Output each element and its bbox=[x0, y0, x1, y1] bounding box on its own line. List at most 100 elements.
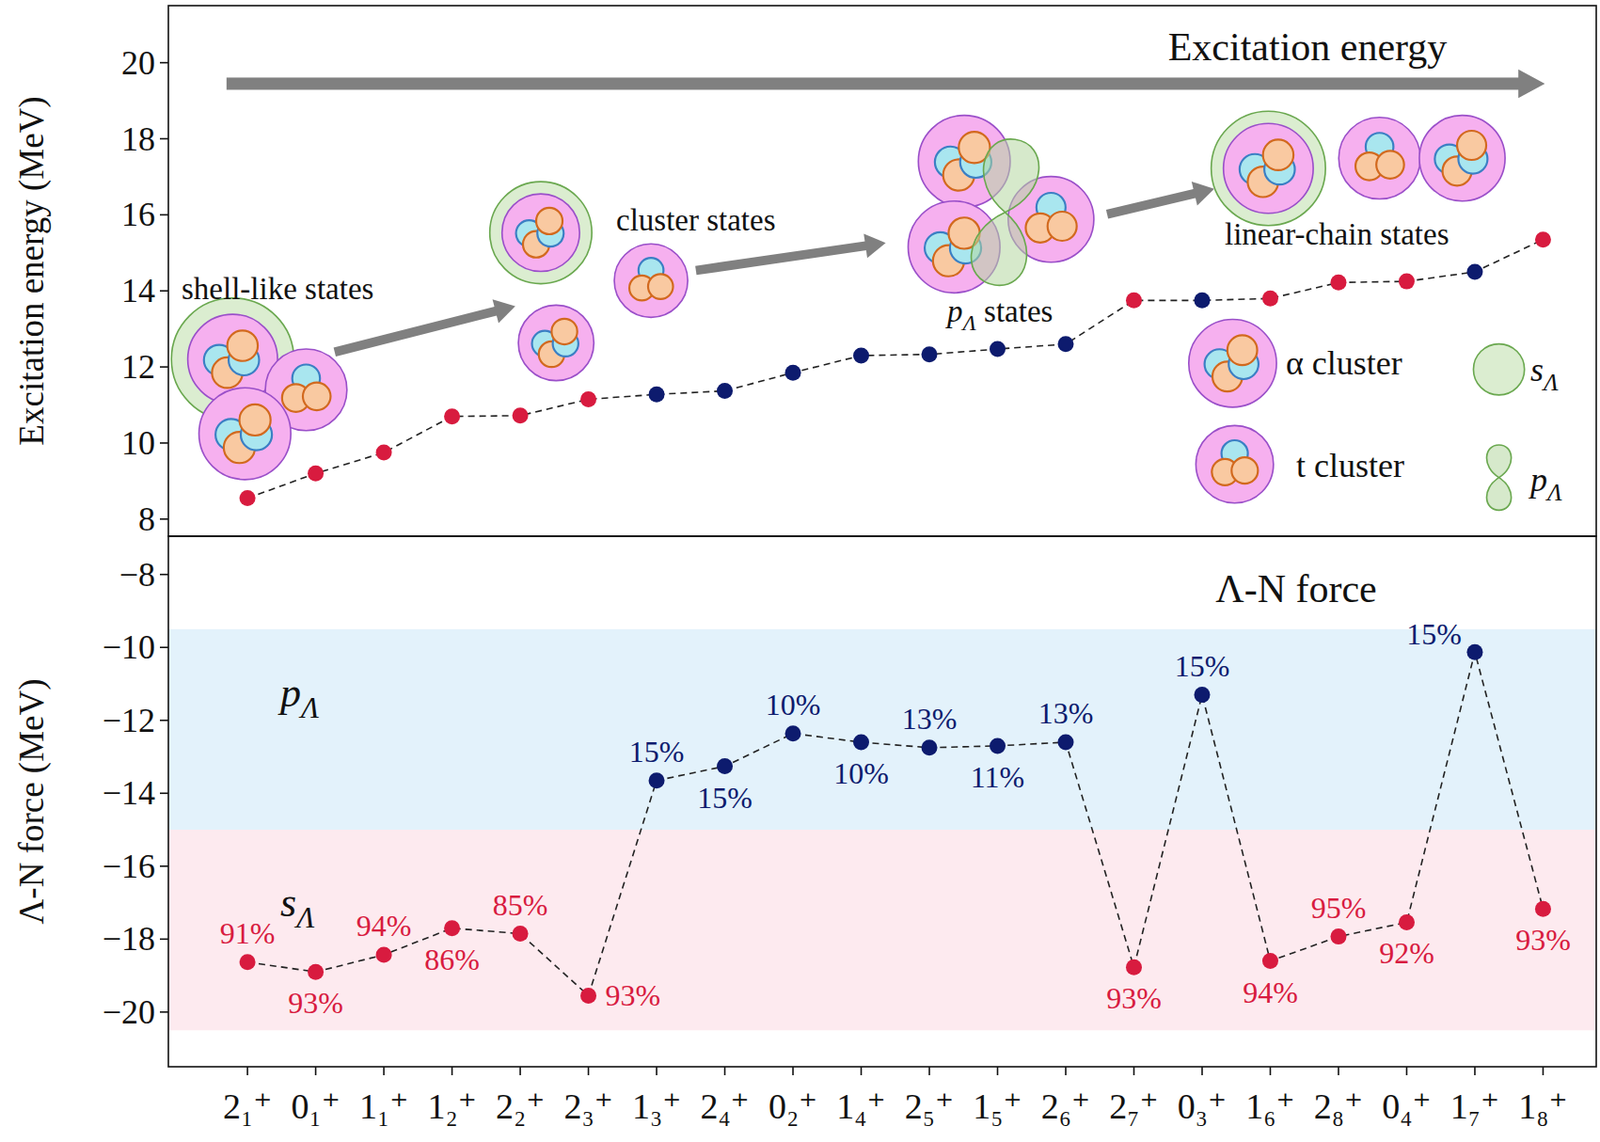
nucleon bbox=[238, 404, 270, 436]
x-tick bbox=[928, 1066, 931, 1076]
y-tick-label: 18 bbox=[121, 120, 156, 159]
annotation: shell-like states bbox=[181, 271, 374, 306]
data-label: 92% bbox=[1378, 935, 1435, 970]
text-part: p bbox=[1527, 460, 1548, 499]
y-tick bbox=[159, 1011, 169, 1014]
nucleon bbox=[1263, 139, 1294, 170]
p-lambda bbox=[967, 135, 1044, 289]
text-part: linear-chain states bbox=[1224, 217, 1449, 252]
arrow-body bbox=[1106, 188, 1198, 219]
alpha-cluster bbox=[1223, 123, 1314, 213]
x-tick bbox=[860, 1066, 863, 1076]
x-tick bbox=[315, 1066, 317, 1076]
data-label: 85% bbox=[492, 887, 549, 922]
point bbox=[512, 407, 529, 424]
nucleon bbox=[227, 330, 258, 361]
y-tick-label: −12 bbox=[102, 701, 156, 740]
data-label: 10% bbox=[833, 756, 889, 791]
y-tick bbox=[159, 518, 169, 521]
point bbox=[580, 391, 597, 408]
data-label: 15% bbox=[629, 734, 685, 769]
text-part: p bbox=[277, 669, 301, 716]
point bbox=[1466, 644, 1483, 661]
alpha-cluster bbox=[1419, 115, 1505, 202]
point bbox=[1466, 264, 1483, 281]
arrow-body bbox=[226, 77, 1523, 90]
y-tick bbox=[159, 938, 169, 941]
nucleon bbox=[1376, 150, 1405, 179]
p-lambda-shape bbox=[1487, 444, 1512, 510]
s-lambda bbox=[1473, 344, 1524, 396]
data-label: 93% bbox=[605, 978, 662, 1013]
nucleon bbox=[648, 273, 674, 300]
x-tick-label: 1₂⁺ bbox=[427, 1086, 476, 1126]
y-tick-label: 12 bbox=[121, 348, 156, 386]
data-label: 13% bbox=[1038, 696, 1094, 730]
illustrations bbox=[171, 69, 1545, 511]
nucleon bbox=[536, 207, 563, 235]
y-tick bbox=[159, 138, 169, 141]
x-tick-label: 1₅⁺ bbox=[972, 1086, 1022, 1126]
point bbox=[1262, 290, 1279, 307]
t-cluster bbox=[1338, 117, 1421, 200]
subscript: Λ bbox=[293, 901, 315, 935]
panel-title: Λ-N force bbox=[1215, 567, 1378, 611]
x-tick-label: 0₄⁺ bbox=[1381, 1086, 1431, 1126]
nucleon bbox=[1231, 457, 1258, 484]
t-cluster bbox=[614, 243, 688, 317]
point bbox=[1262, 952, 1279, 969]
data-label: 93% bbox=[287, 985, 344, 1020]
annotation: α cluster bbox=[1285, 344, 1403, 382]
text-part: p bbox=[945, 294, 964, 329]
point bbox=[853, 347, 870, 364]
chart: 8101214161820Excitation energy (MeV)Exci… bbox=[0, 0, 1600, 1142]
y-tick bbox=[159, 719, 169, 722]
alpha-cluster bbox=[518, 304, 594, 381]
point bbox=[239, 953, 256, 970]
data-label: 86% bbox=[424, 942, 480, 977]
arrow-head bbox=[492, 294, 519, 324]
x-tick-label: 2₄⁺ bbox=[699, 1086, 749, 1126]
y-tick-label: 20 bbox=[121, 44, 156, 82]
text-part: α cluster bbox=[1285, 344, 1403, 382]
subscript: Λ bbox=[961, 310, 978, 335]
x-tick-label: 0₃⁺ bbox=[1177, 1086, 1227, 1126]
y-axis-title: Λ-N force (MeV) bbox=[12, 678, 52, 924]
text-part: shell-like states bbox=[181, 271, 374, 306]
frame bbox=[168, 536, 1597, 1067]
x-tick bbox=[1133, 1066, 1136, 1076]
data-label: 10% bbox=[765, 687, 822, 722]
band bbox=[168, 629, 1597, 830]
y-tick-label: −8 bbox=[119, 555, 156, 594]
x-tick-label: 1₇⁺ bbox=[1450, 1086, 1500, 1126]
p-lambda-shape bbox=[967, 135, 1044, 289]
y-tick-label: 14 bbox=[121, 271, 156, 310]
x-tick bbox=[246, 1066, 249, 1076]
point bbox=[785, 725, 802, 742]
data-label: 93% bbox=[1106, 981, 1162, 1015]
y-tick-label: 8 bbox=[138, 500, 156, 539]
y-tick bbox=[159, 646, 169, 649]
y-tick-label: 10 bbox=[121, 424, 156, 462]
y-tick-label: −20 bbox=[102, 993, 156, 1031]
arrow-body bbox=[333, 306, 499, 357]
text-part: Excitation energy bbox=[1168, 25, 1448, 69]
x-tick bbox=[1542, 1066, 1545, 1076]
text-part: s bbox=[280, 879, 297, 926]
data-label: 15% bbox=[1406, 617, 1462, 651]
x-tick bbox=[1406, 1066, 1409, 1076]
point bbox=[921, 346, 938, 363]
p-lambda bbox=[1487, 444, 1512, 510]
point bbox=[307, 964, 324, 981]
x-tick bbox=[382, 1066, 385, 1076]
point bbox=[1398, 914, 1415, 931]
frame bbox=[168, 5, 1597, 537]
x-tick-label: 2₁⁺ bbox=[222, 1086, 272, 1126]
point bbox=[921, 739, 938, 756]
plot-area bbox=[239, 231, 1552, 507]
alpha-cluster bbox=[199, 387, 292, 480]
point bbox=[1125, 959, 1142, 976]
s-lambda bbox=[490, 181, 592, 284]
y-tick bbox=[159, 365, 169, 368]
annotation: cluster states bbox=[616, 203, 777, 238]
